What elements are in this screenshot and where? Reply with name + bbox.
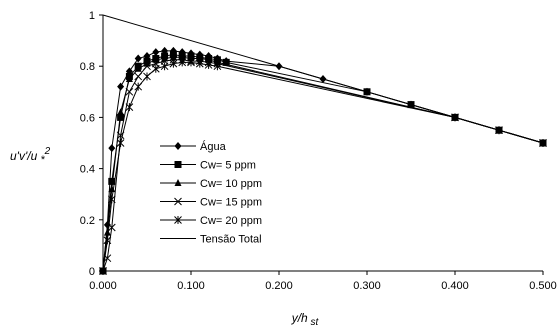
legend-item: Cw= 5 ppm — [160, 160, 256, 172]
x-tick-label: 0.000 — [89, 280, 117, 292]
data-point — [178, 58, 187, 67]
data-point — [99, 267, 107, 275]
data-point — [134, 54, 142, 63]
series-5 — [99, 58, 547, 275]
series-line — [102, 50, 544, 272]
plot-frame — [102, 15, 543, 272]
y-tick-label: 0.8 — [80, 61, 95, 73]
series-3 — [99, 53, 547, 274]
x-tick-label: 0.300 — [353, 280, 381, 292]
data-point — [143, 62, 151, 71]
data-point — [117, 113, 125, 121]
legend-item: Cw= 20 ppm — [160, 215, 262, 227]
data-point — [116, 139, 125, 147]
data-point — [187, 58, 195, 67]
series-line — [102, 59, 544, 272]
legend-item: Cw= 10 ppm — [160, 178, 262, 190]
series-line — [102, 14, 544, 144]
data-point — [152, 48, 160, 57]
x-axis-ticks: 0.000 0.100 0.200 0.300 0.400 0.500 — [89, 271, 557, 292]
legend-marker — [174, 142, 182, 150]
data-point — [204, 60, 213, 69]
data-point — [125, 75, 133, 82]
data-point — [169, 59, 178, 68]
data-point — [152, 55, 160, 63]
x-tick-label: 0.400 — [441, 280, 469, 292]
legend-item: Cw= 15 ppm — [160, 197, 262, 209]
legend-marker — [174, 161, 182, 168]
series-line — [102, 56, 544, 272]
legend-label: Tensão Total — [200, 234, 262, 246]
y-tick-label: 1 — [89, 10, 95, 22]
data-point — [134, 82, 143, 91]
legend-item: Água — [160, 140, 227, 153]
data-point — [151, 64, 160, 73]
legend-marker — [174, 179, 182, 186]
x-tick-label: 0.100 — [177, 280, 205, 292]
y-tick-label: 0.2 — [80, 215, 95, 227]
legend-label: Cw= 10 ppm — [200, 178, 262, 190]
series-line — [102, 61, 544, 272]
data-point — [125, 87, 134, 96]
x-axis-label: y/h st — [291, 311, 320, 328]
data-point — [134, 72, 143, 81]
y-axis-label: u'v'/u *2 — [10, 146, 51, 166]
legend-item: Tensão Total — [160, 234, 262, 246]
legend-label: Cw= 15 ppm — [200, 197, 262, 209]
series-6 — [102, 14, 544, 144]
data-point — [160, 62, 169, 71]
legend-marker — [174, 216, 182, 224]
legend-label: Água — [200, 140, 227, 153]
data-point — [125, 103, 134, 112]
y-tick-label: 0.4 — [80, 164, 95, 176]
legend: Água Cw= 5 ppm Cw= 10 ppm Cw= 15 ppm Cw= 20 … — [160, 140, 262, 246]
series-1 — [99, 46, 547, 275]
data-point — [103, 236, 112, 245]
data-point — [195, 59, 204, 68]
data-point — [108, 177, 116, 185]
data-point — [134, 64, 142, 72]
x-tick-label: 0.500 — [529, 280, 557, 292]
data-point — [108, 144, 116, 153]
legend-marker — [174, 197, 182, 206]
data-point — [117, 82, 125, 91]
series-layer — [99, 14, 547, 275]
data-point — [117, 108, 125, 116]
data-point — [222, 58, 230, 66]
y-axis-ticks: 0 0.2 0.4 0.6 0.8 1 — [80, 10, 103, 278]
legend-label: Cw= 5 ppm — [200, 160, 256, 172]
data-point — [143, 72, 151, 81]
data-point — [107, 195, 116, 204]
legend-label: Cw= 20 ppm — [200, 215, 262, 227]
data-point — [213, 62, 222, 71]
data-point — [103, 228, 111, 236]
y-tick-label: 0 — [89, 266, 95, 278]
y-tick-label: 0.6 — [80, 112, 95, 124]
x-tick-label: 0.200 — [265, 280, 293, 292]
series-2 — [99, 51, 547, 275]
